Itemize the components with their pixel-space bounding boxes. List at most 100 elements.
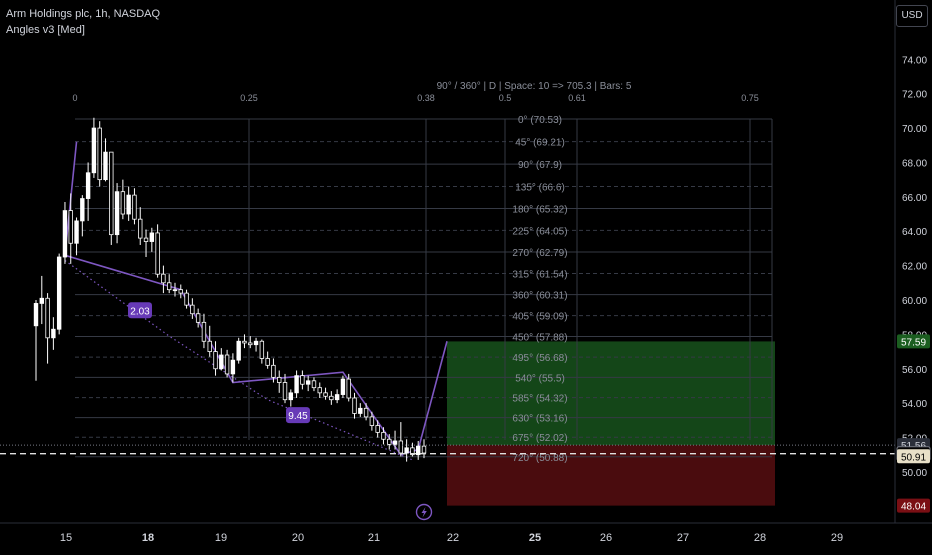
- price-tick-label: 74.00: [902, 55, 927, 66]
- gann-header-label: 90° / 360° | D | Space: 10 => 705.3 | Ba…: [437, 81, 632, 92]
- candle-body: [230, 359, 236, 375]
- candle: [398, 422, 404, 457]
- candle-body: [305, 380, 311, 385]
- candle-body: [33, 303, 39, 327]
- candle: [305, 375, 311, 392]
- candle: [346, 373, 351, 402]
- candle-body: [51, 328, 56, 339]
- angle-zigzag-line: [64, 141, 448, 456]
- candle-body: [155, 232, 160, 275]
- candle: [80, 195, 85, 237]
- candle-body: [184, 292, 189, 306]
- candle-body: [259, 340, 265, 359]
- candle-body: [132, 194, 137, 220]
- candle-body: [143, 237, 149, 242]
- angle-level-label: 270° (62.79): [512, 248, 567, 259]
- candle: [381, 427, 386, 445]
- angle-level-label: 225° (64.05): [512, 226, 567, 237]
- candle: [126, 186, 131, 221]
- angle-badge: 9.45: [286, 407, 310, 424]
- candle: [242, 334, 247, 349]
- candle: [253, 337, 259, 352]
- candle: [294, 370, 299, 398]
- candle: [288, 389, 294, 407]
- angle-level-label: 315° (61.54): [512, 270, 567, 281]
- candle-body: [103, 151, 108, 181]
- candle: [282, 373, 288, 404]
- candle-body: [369, 416, 375, 426]
- time-tick-label: 22: [447, 532, 459, 544]
- price-axis[interactable]: 48.0050.0052.0054.0056.0058.0060.0062.00…: [894, 0, 931, 523]
- price-tick-label: 66.00: [902, 193, 927, 204]
- fib-label: 0.25: [240, 93, 258, 103]
- candle: [219, 348, 224, 371]
- time-tick-label: 19: [215, 532, 227, 544]
- candle-body: [201, 321, 207, 342]
- profit-zone: [447, 341, 775, 446]
- price-label: 57.59: [897, 334, 930, 349]
- candle: [265, 351, 270, 369]
- angle-level-label: 450° (57.88): [512, 332, 567, 343]
- candle-body: [219, 354, 224, 370]
- candle-body: [138, 218, 143, 239]
- candle: [161, 265, 166, 294]
- candle-body: [161, 273, 166, 284]
- candle-body: [265, 358, 270, 366]
- candle: [334, 389, 340, 404]
- price-label: 48.04: [897, 498, 930, 513]
- angle-level-label: 405° (59.09): [512, 312, 567, 323]
- price-tick-label: 70.00: [902, 124, 927, 135]
- candle: [120, 179, 126, 220]
- candle-body: [236, 340, 241, 361]
- candle: [236, 337, 241, 364]
- candle-body: [317, 387, 322, 394]
- angle-level-label: 495° (56.68): [512, 353, 567, 364]
- candle-body: [375, 425, 380, 433]
- candle-body: [80, 198, 85, 222]
- price-tick-label: 64.00: [902, 227, 927, 238]
- candle-body: [242, 340, 247, 344]
- candle-body: [271, 364, 276, 378]
- candle-body: [149, 232, 155, 242]
- candles: [33, 117, 427, 462]
- price-label-bg: [897, 334, 930, 349]
- indicator-label[interactable]: Angles v3 [Med]: [6, 24, 85, 36]
- candle: [207, 325, 212, 357]
- candle-body: [404, 447, 409, 454]
- angle-badge-bg: [128, 302, 152, 319]
- angle-badge-text: 9.45: [288, 411, 308, 422]
- candle-body: [213, 351, 218, 370]
- angle-level-label: 630° (53.16): [512, 414, 567, 425]
- fib-labels: 90° / 360° | D | Space: 10 => 705.3 | Ba…: [72, 81, 758, 103]
- candle-body: [381, 431, 386, 440]
- candle: [329, 391, 334, 405]
- candle-body: [300, 375, 305, 385]
- candle: [45, 293, 50, 364]
- time-tick-label: 26: [600, 532, 612, 544]
- currency-button[interactable]: USD: [896, 5, 928, 27]
- candle-body: [45, 297, 50, 339]
- candle: [421, 439, 427, 459]
- angle-dotted-line: [64, 259, 413, 461]
- price-label-bg: [897, 449, 930, 464]
- candle-body: [62, 210, 68, 258]
- candle-body: [277, 376, 282, 383]
- lightning-icon-bolt: [421, 507, 427, 518]
- time-axis[interactable]: 15 18 19 20 21 22 25 26 27 28 29: [0, 522, 932, 544]
- candle: [56, 253, 62, 335]
- candle: [358, 403, 363, 417]
- candle: [271, 358, 276, 383]
- fib-label: 0: [72, 93, 77, 103]
- time-tick-label: 18: [142, 532, 154, 544]
- candle: [195, 308, 201, 328]
- candle: [248, 336, 253, 349]
- candle: [213, 341, 218, 376]
- candle: [300, 370, 305, 390]
- candle-body: [387, 438, 392, 445]
- time-tick-label: 25: [529, 532, 541, 544]
- price-label-bg: [897, 498, 930, 513]
- price-label: 50.91: [897, 449, 930, 464]
- candle: [277, 370, 282, 393]
